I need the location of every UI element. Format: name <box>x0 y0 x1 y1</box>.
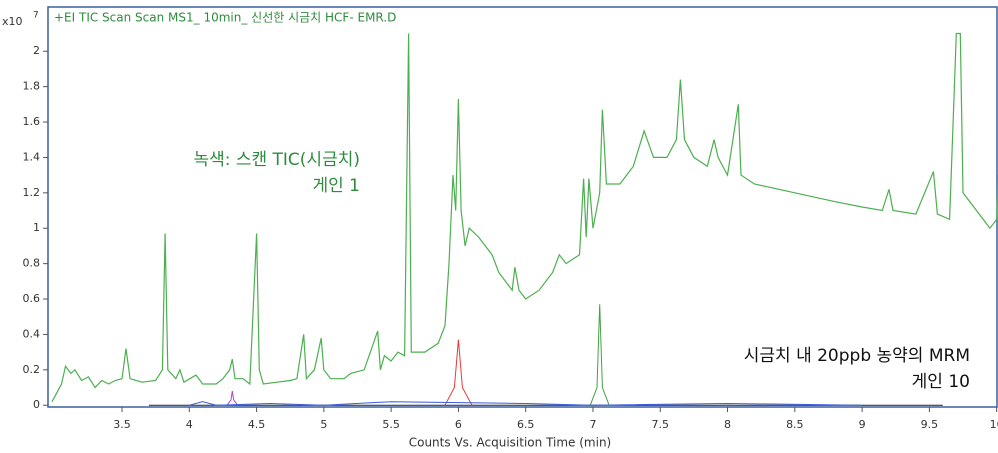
x-axis-label: Counts Vs. Acquisition Time (min) <box>409 436 612 450</box>
y-tick-label: 0.4 <box>23 327 41 340</box>
x-tick-label: 4 <box>186 418 193 431</box>
y-scale-exponent: 7 <box>33 11 39 21</box>
y-tick-label: 0 <box>33 398 40 411</box>
y-tick-label: 1.8 <box>23 80 41 93</box>
y-scale-prefix: x10 <box>2 15 23 28</box>
annotation: 녹색: 스캔 TIC(시금치) <box>193 150 360 170</box>
trace <box>444 339 473 406</box>
y-tick-label: 1 <box>33 221 40 234</box>
x-tick-label: 5 <box>320 418 327 431</box>
x-tick-label: 5.5 <box>382 418 400 431</box>
y-tick-label: 0.8 <box>23 257 41 270</box>
x-tick-label: 7 <box>589 418 596 431</box>
y-tick-label: 1.4 <box>23 150 41 163</box>
y-tick-label: 0.6 <box>23 292 41 305</box>
annotation: 게인 10 <box>912 372 970 392</box>
x-tick-label: 10 <box>990 418 998 431</box>
x-tick-label: 8 <box>724 418 731 431</box>
x-tick-label: 8.5 <box>786 418 804 431</box>
x-tick-label: 4.5 <box>248 418 266 431</box>
annotation: 시금치 내 20ppb 농약의 MRM <box>744 346 970 366</box>
trace <box>51 32 998 402</box>
trace <box>589 304 610 406</box>
x-tick-label: 6.5 <box>517 418 535 431</box>
chart-title: +EI TIC Scan Scan MS1_ 10min_ 신선한 시금치 HC… <box>54 11 396 25</box>
y-tick-label: 1.2 <box>23 186 41 199</box>
x-tick-label: 9 <box>859 418 866 431</box>
y-tick-label: 0.2 <box>23 363 41 376</box>
x-tick-label: 6 <box>455 418 462 431</box>
x-tick-label: 7.5 <box>652 418 670 431</box>
x-tick-label: 9.5 <box>921 418 939 431</box>
y-tick-label: 1.6 <box>23 115 41 128</box>
trace <box>226 391 239 406</box>
annotation: 게인 1 <box>313 176 361 196</box>
trace <box>189 401 863 406</box>
x-tick-label: 3.5 <box>113 418 131 431</box>
y-tick-label: 2 <box>33 44 40 57</box>
plot-area <box>51 32 998 406</box>
